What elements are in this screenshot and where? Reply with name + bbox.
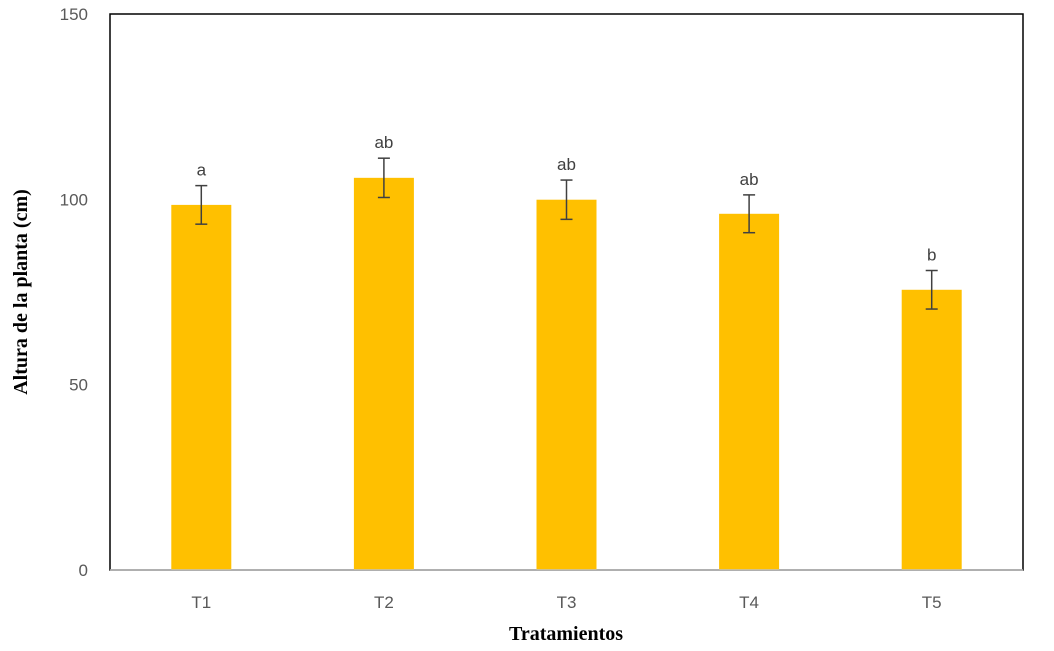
bar-T1 xyxy=(171,204,232,571)
y-tick-label-50: 50 xyxy=(69,376,88,395)
x-axis-ticks: T1 T2 T3 T4 T5 xyxy=(191,593,941,612)
bars xyxy=(171,177,962,571)
error-bar-T4 xyxy=(743,194,756,234)
x-tick-label-T5: T5 xyxy=(922,593,942,612)
y-tick-label-150: 150 xyxy=(60,5,88,24)
x-tick-label-T3: T3 xyxy=(557,593,577,612)
bar-T3 xyxy=(536,199,597,571)
significance-letter-T3: ab xyxy=(557,155,576,174)
significance-letter-T1: a xyxy=(197,161,207,180)
bar-T5 xyxy=(901,289,962,570)
bar-T2 xyxy=(353,177,414,571)
x-tick-label-T1: T1 xyxy=(191,593,211,612)
y-axis-ticks: 0 50 100 150 xyxy=(60,5,88,580)
error-bar-T3 xyxy=(560,179,573,221)
significance-letters: a ab ab ab b xyxy=(197,133,937,264)
significance-letter-T5: b xyxy=(927,246,936,265)
error-bar-T1 xyxy=(195,184,208,225)
y-tick-label-100: 100 xyxy=(60,190,88,209)
x-tick-label-T2: T2 xyxy=(374,593,394,612)
error-bars xyxy=(195,157,938,310)
x-tick-label-T4: T4 xyxy=(739,593,759,612)
y-axis-title: Altura de la planta (cm) xyxy=(10,189,32,395)
bar-T4 xyxy=(719,213,780,570)
error-bar-T5 xyxy=(925,269,938,310)
significance-letter-T4: ab xyxy=(740,170,759,189)
error-bar-T2 xyxy=(377,157,390,199)
x-axis-title: Tratamientos xyxy=(509,623,623,645)
significance-letter-T2: ab xyxy=(374,133,393,152)
y-tick-label-0: 0 xyxy=(79,561,88,580)
